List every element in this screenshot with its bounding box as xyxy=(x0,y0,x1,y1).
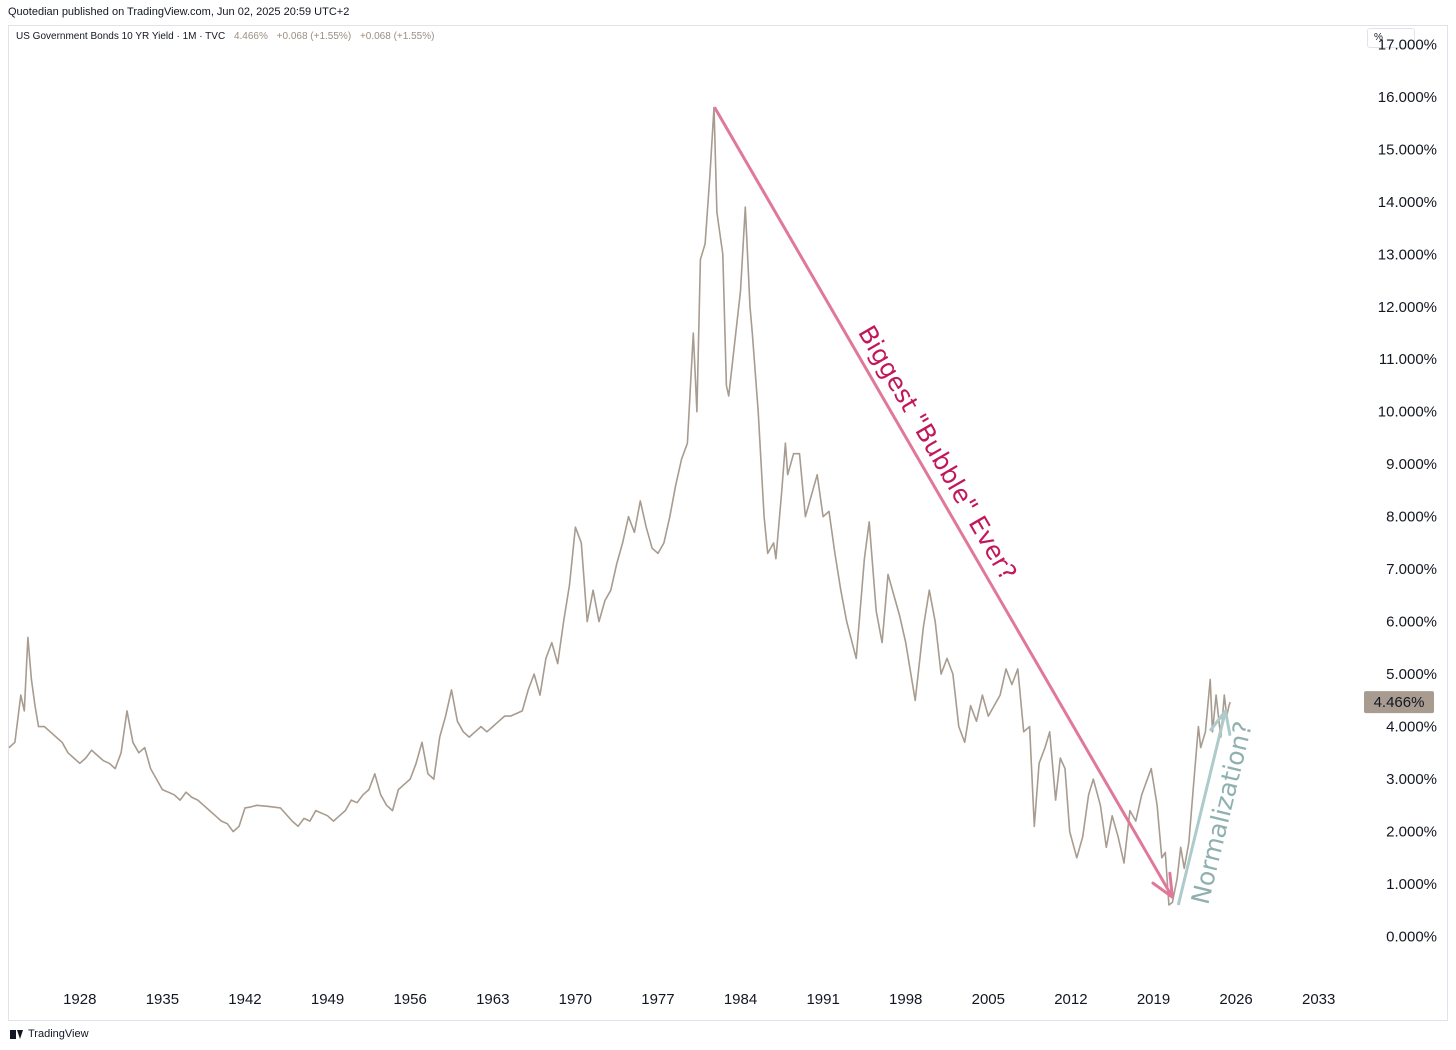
y-tick-label: 7.000% xyxy=(1386,561,1437,578)
x-tick-label: 2026 xyxy=(1219,991,1252,1008)
bubble-annotation-label: Biggest "Bubble" Ever? xyxy=(852,320,1022,585)
x-tick-label: 2019 xyxy=(1137,991,1170,1008)
annotation-layer: Biggest "Bubble" Ever? Normalization? xyxy=(713,106,1258,907)
y-axis: 0.000% 1.000% 2.000% 3.000% 4.000% 5.000% 6.00… xyxy=(1378,36,1437,945)
footer-brand[interactable]: TradingView xyxy=(10,1028,89,1040)
normalization-annotation-arrow-line xyxy=(1176,710,1227,906)
bubble-annotation: Biggest "Bubble" Ever? xyxy=(713,106,1174,899)
x-tick-label: 2033 xyxy=(1302,991,1335,1008)
y-tick-label: 3.000% xyxy=(1386,771,1437,788)
chart-frame xyxy=(8,25,1448,1021)
x-axis: 1928 1935 1942 1949 1956 1963 1970 1977 1984 1991… xyxy=(63,991,1335,1008)
y-tick-label: 13.000% xyxy=(1378,246,1437,263)
y-tick-label: 9.000% xyxy=(1386,456,1437,473)
y-tick-label: 10.000% xyxy=(1378,404,1437,421)
last-price-tag-bg xyxy=(1364,691,1434,714)
tradingview-logo-icon xyxy=(10,1029,24,1039)
x-tick-label: 1928 xyxy=(63,991,96,1008)
footer-brand-label: TradingView xyxy=(28,1028,89,1040)
x-tick-label: 1963 xyxy=(476,991,509,1008)
y-tick-label: 2.000% xyxy=(1386,824,1437,841)
y-tick-label: 12.000% xyxy=(1378,299,1437,316)
y-tick-label: 1.000% xyxy=(1386,876,1437,893)
series-layer xyxy=(8,106,1231,906)
x-tick-label: 1949 xyxy=(311,991,344,1008)
x-tick-label: 1956 xyxy=(393,991,426,1008)
y-tick-label: 15.000% xyxy=(1378,141,1437,158)
normalization-annotation: Normalization? xyxy=(1176,709,1258,907)
y-tick-label: 6.000% xyxy=(1386,614,1437,631)
x-tick-label: 1991 xyxy=(806,991,839,1008)
x-tick-label: 1998 xyxy=(889,991,922,1008)
chart-legend: US Government Bonds 10 YR Yield · 1M · T… xyxy=(16,31,434,42)
x-tick-label: 1984 xyxy=(724,991,757,1008)
normalization-annotation-arrow-head xyxy=(1209,709,1232,736)
y-tick-label: 17.000% xyxy=(1378,36,1437,53)
last-price-tag: 4.466% xyxy=(1364,691,1434,714)
y-tick-label: 16.000% xyxy=(1378,89,1437,106)
bubble-annotation-arrow-head xyxy=(1151,871,1174,899)
y-tick-label: 11.000% xyxy=(1379,351,1437,368)
x-tick-label: 2005 xyxy=(972,991,1005,1008)
legend-change: +0.068 (+1.55%) xyxy=(276,31,352,42)
yield-series-line xyxy=(8,106,1231,906)
bubble-annotation-arrow-line xyxy=(713,106,1174,898)
x-tick-label: 1970 xyxy=(559,991,592,1008)
legend-symbol[interactable]: US Government Bonds 10 YR Yield · 1M · T… xyxy=(16,31,226,42)
y-tick-label: 0.000% xyxy=(1386,929,1437,946)
x-tick-label: 2012 xyxy=(1054,991,1087,1008)
y-tick-label: 4.000% xyxy=(1386,719,1437,736)
last-price-tag-label: 4.466% xyxy=(1374,694,1425,711)
publisher-line: Quotedian published on TradingView.com, … xyxy=(8,6,350,18)
y-tick-label: 14.000% xyxy=(1378,194,1437,211)
y-tick-label: 5.000% xyxy=(1386,666,1437,683)
unit-selector[interactable]: % xyxy=(1367,28,1415,48)
x-tick-label: 1942 xyxy=(228,991,261,1008)
y-tick-label: 8.000% xyxy=(1386,509,1437,526)
x-tick-label: 1935 xyxy=(146,991,179,1008)
legend-change-2: +0.068 (+1.55%) xyxy=(359,31,435,42)
legend-last-value: 4.466% xyxy=(233,31,268,42)
x-tick-label: 1977 xyxy=(641,991,674,1008)
